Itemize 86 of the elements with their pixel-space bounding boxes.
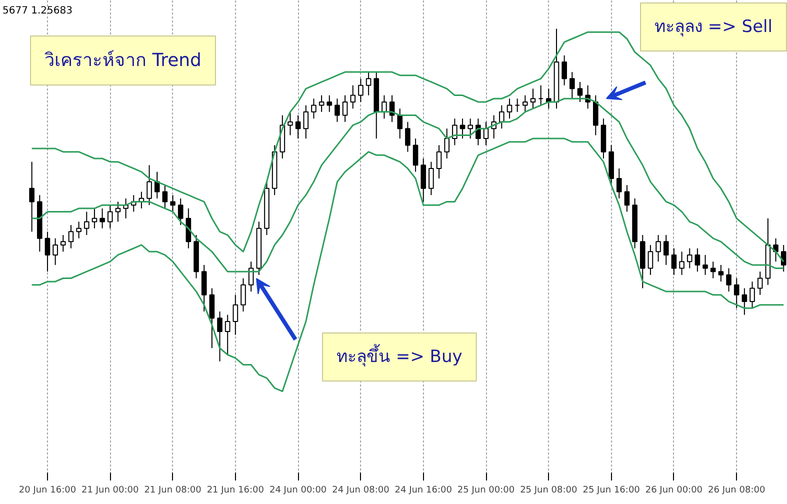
annotation: ทะลุขึ้น => Buy <box>336 344 462 367</box>
candlestick <box>52 238 58 266</box>
candlestick <box>476 118 481 146</box>
candlestick <box>29 161 34 232</box>
candlestick <box>671 248 677 276</box>
candlestick <box>68 224 74 249</box>
x-tick-label: 25 Jun 08:00 <box>520 486 578 496</box>
candlestick <box>428 161 434 196</box>
candlestick <box>170 194 176 212</box>
candlestick <box>366 72 372 96</box>
candlestick <box>648 244 654 276</box>
candlestick <box>107 204 113 229</box>
candlestick <box>201 264 207 312</box>
x-tick-label: 26 Jun 00:00 <box>645 486 703 496</box>
candlestick <box>530 88 536 110</box>
candlestick <box>209 288 215 349</box>
candlestick <box>444 128 450 159</box>
candlestick <box>686 248 692 269</box>
candlestick <box>436 144 442 179</box>
candlestick <box>60 234 66 252</box>
candlestick <box>452 118 458 146</box>
candlestick <box>570 72 575 100</box>
candlestick <box>326 94 332 112</box>
candlestick <box>577 81 583 102</box>
candlestick <box>718 264 724 282</box>
candlestick <box>499 104 504 130</box>
candlestick <box>358 78 364 102</box>
candlestick <box>679 251 684 276</box>
candlestick <box>405 121 410 152</box>
candlestick <box>506 98 512 120</box>
x-tick-label: 21 Jun 08:00 <box>144 486 202 496</box>
candlestick <box>694 248 700 272</box>
candlestick <box>342 94 348 122</box>
x-tick-label: 21 Jun 00:00 <box>82 486 139 496</box>
annotation: ทะลุลง => Sell <box>654 17 772 37</box>
candlestick <box>217 311 222 362</box>
x-tick-label: 24 Jun 08:00 <box>332 486 390 496</box>
candlestick <box>397 108 403 140</box>
candlestick <box>162 184 168 209</box>
candlestick <box>734 278 740 309</box>
candlestick <box>663 234 669 266</box>
candlestick <box>224 314 230 356</box>
candlestick <box>100 208 105 229</box>
x-tick-label: 20 Jun 16:00 <box>18 486 76 496</box>
candlestick <box>92 208 98 229</box>
candlestick <box>522 94 528 112</box>
candlestick <box>318 94 324 112</box>
candlestick <box>146 164 152 206</box>
candlestick <box>750 281 755 309</box>
text: 5677 1.25683 <box>2 6 72 16</box>
x-tick-label: 26 Jun 08:00 <box>708 486 766 496</box>
candlestick <box>460 118 466 140</box>
x-tick-label: 24 Jun 00:00 <box>269 486 327 496</box>
x-tick-label: 25 Jun 16:00 <box>582 486 640 496</box>
candlestick <box>311 98 316 120</box>
candlestick <box>288 111 293 136</box>
candlestick <box>154 171 160 199</box>
candlestick <box>76 221 82 239</box>
candlestick <box>468 118 474 140</box>
candlestick <box>656 234 661 262</box>
candlestick <box>295 114 301 140</box>
candlestick <box>757 271 763 296</box>
candlestick <box>726 268 732 292</box>
candlestick <box>420 158 426 202</box>
candlestick <box>412 138 418 172</box>
candlestick <box>84 211 90 236</box>
candlestick <box>240 278 246 312</box>
candlestick <box>303 104 309 140</box>
x-tick-label: 25 Jun 00:00 <box>457 486 515 496</box>
candlestick <box>592 94 598 136</box>
candlestick <box>710 261 716 279</box>
candlestick <box>334 98 340 122</box>
annotation: วิเคราะห์จาก Trend <box>44 50 202 71</box>
candlestick <box>115 201 121 222</box>
candlestick <box>742 288 748 316</box>
x-tick-label: 24 Jun 16:00 <box>394 486 452 496</box>
candlestick <box>178 198 184 226</box>
candlestick <box>562 54 567 86</box>
candlestick <box>350 84 356 110</box>
candlestick <box>382 94 387 120</box>
candlestick <box>232 294 238 336</box>
candlestick <box>616 168 622 199</box>
x-tick-label: 21 Jun 16:00 <box>206 486 264 496</box>
candlestick <box>44 231 50 272</box>
candlestick <box>702 254 708 276</box>
candlestick <box>624 184 630 212</box>
